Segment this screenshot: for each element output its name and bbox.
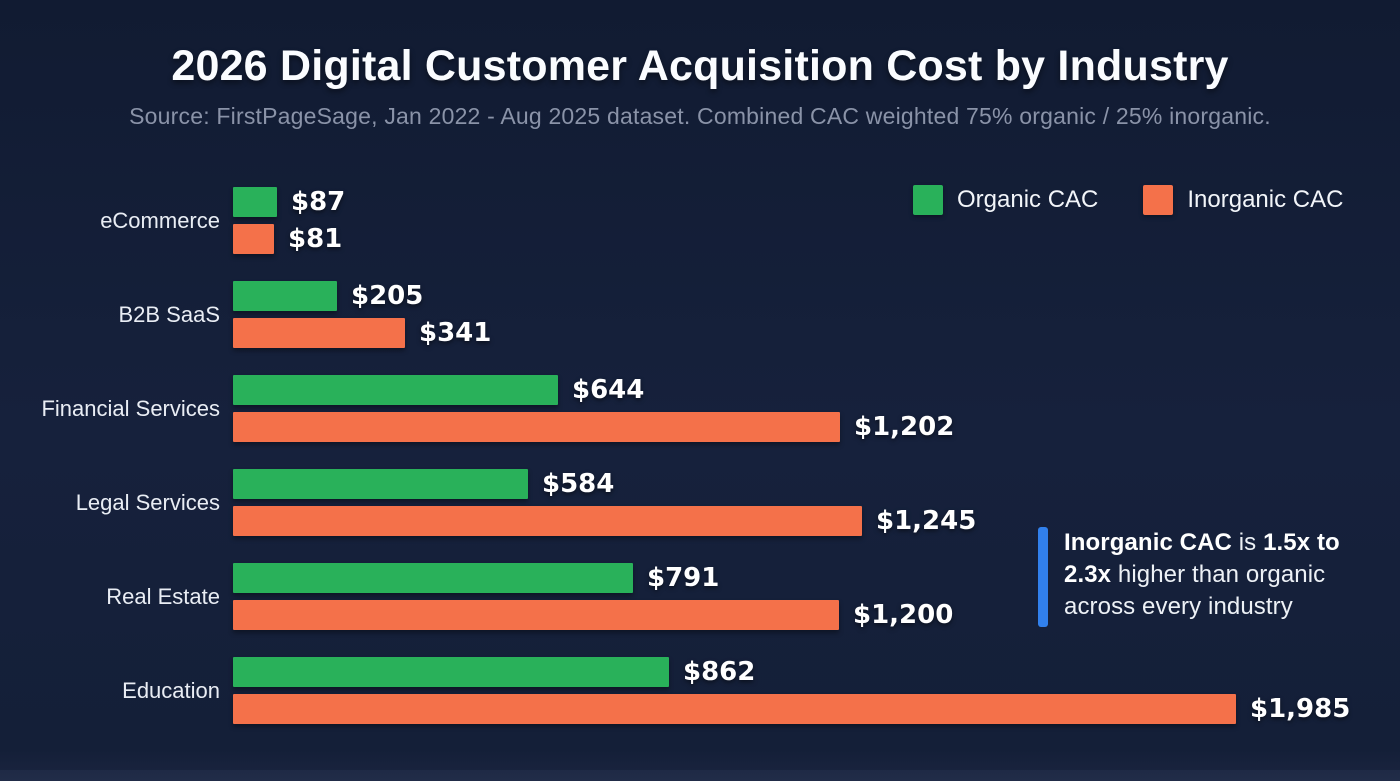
- annotation-bold-1: Inorganic CAC: [1064, 529, 1232, 556]
- legend-label: Inorganic CAC: [1187, 186, 1344, 213]
- chart-source-subtitle: Source: FirstPageSage, Jan 2022 - Aug 20…: [129, 103, 1271, 129]
- organic-bar: [233, 281, 337, 311]
- legend: Organic CAC Inorganic CAC: [913, 185, 1343, 215]
- callout-annotation: Inorganic CAC is 1.5x to 2.3x higher tha…: [1038, 527, 1350, 627]
- organic-bar: [233, 657, 669, 687]
- annotation-normal-1: is: [1231, 529, 1264, 556]
- value-label: $81: [288, 224, 343, 254]
- category-label: Financial Services: [41, 396, 220, 421]
- inorganic-bar: [233, 412, 840, 442]
- value-label: $584: [542, 469, 615, 499]
- value-label: $1,245: [876, 506, 977, 536]
- bottom-edge-strip: [0, 770, 1400, 781]
- value-label: $1,985: [1250, 694, 1351, 724]
- category-label: Education: [122, 678, 220, 703]
- organic-legend-swatch: [913, 185, 943, 215]
- value-label: $1,200: [853, 600, 954, 630]
- inorganic-bar: [233, 318, 405, 348]
- annotation-text: Inorganic CAC is 1.5x to 2.3x higher tha…: [1064, 527, 1350, 627]
- value-label: $87: [291, 187, 346, 217]
- organic-bar: [233, 187, 277, 217]
- inorganic-legend-swatch: [1143, 185, 1174, 215]
- organic-bar: [233, 563, 633, 593]
- value-label: $1,202: [854, 412, 955, 442]
- annotation-normal-2: higher than organic across every industr…: [1064, 560, 1326, 620]
- category-label: B2B SaaS: [118, 302, 220, 327]
- value-label: $862: [683, 657, 756, 687]
- legend-label: Organic CAC: [957, 186, 1099, 213]
- category-label: Real Estate: [106, 584, 220, 609]
- inorganic-bar: [233, 224, 274, 254]
- organic-bar: [233, 375, 558, 405]
- inorganic-bar: [233, 506, 862, 536]
- inorganic-bar: [233, 600, 839, 630]
- value-label: $644: [572, 375, 645, 405]
- value-label: $205: [351, 281, 424, 311]
- annotation-accent-bar: [1038, 527, 1048, 627]
- category-label: eCommerce: [100, 208, 220, 233]
- legend-item-inorganic: Inorganic CAC: [1143, 185, 1343, 215]
- category-label: Legal Services: [75, 490, 220, 515]
- value-label: $791: [647, 563, 720, 593]
- value-label: $341: [419, 318, 492, 348]
- organic-bar: [233, 469, 528, 499]
- legend-item-organic: Organic CAC: [913, 185, 1098, 215]
- inorganic-bar: [233, 694, 1236, 724]
- page-title: 2026 Digital Customer Acquisition Cost b…: [171, 42, 1229, 90]
- annotation-bold-2: 1.5x to 2.3x: [1064, 529, 1340, 588]
